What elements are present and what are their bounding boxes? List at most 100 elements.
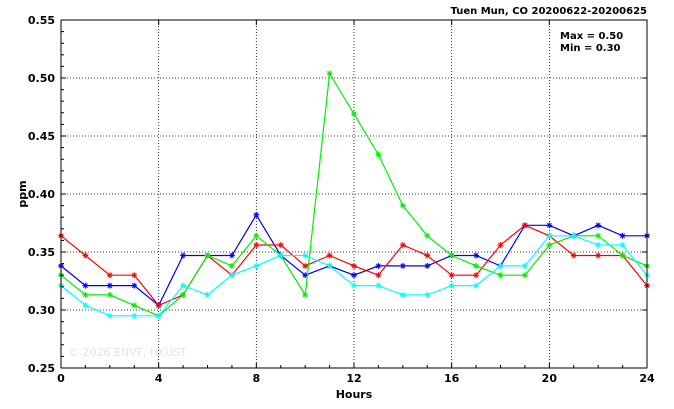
data-point: [546, 222, 553, 229]
data-point: [424, 262, 431, 269]
data-point: [570, 232, 577, 239]
data-point: [277, 252, 284, 259]
marker-stroke: [400, 203, 406, 209]
data-point: [302, 262, 309, 269]
data-point: [351, 262, 357, 269]
data-point: [424, 291, 431, 298]
data-point: [424, 252, 431, 259]
x-axis-ticks: 0 4 8 12 16 20 24: [57, 20, 655, 385]
marker-stroke: [595, 222, 601, 228]
data-point: [106, 312, 113, 319]
marker-stroke: [522, 272, 528, 278]
data-point: [497, 272, 504, 279]
marker-stroke: [302, 272, 308, 278]
marker-stroke: [278, 253, 284, 258]
data-point: [228, 262, 235, 269]
data-point: [399, 291, 406, 298]
marker-stroke: [375, 272, 381, 278]
marker-stroke: [400, 242, 406, 248]
marker-stroke: [253, 233, 259, 239]
data-point: [595, 232, 602, 239]
marker-stroke: [546, 233, 552, 239]
marker-stroke: [522, 222, 528, 228]
data-point: [619, 232, 626, 239]
data-point: [595, 242, 602, 249]
marker-stroke: [107, 283, 113, 289]
marker-stroke: [522, 263, 528, 269]
data-point: [228, 252, 235, 259]
data-point: [619, 252, 626, 259]
marker-stroke: [107, 292, 113, 298]
marker-stroke: [546, 222, 552, 228]
marker-stroke: [156, 302, 162, 308]
data-point: [180, 282, 187, 289]
marker-stroke: [302, 253, 308, 258]
data-point: [399, 262, 406, 269]
marker-stroke: [180, 253, 186, 258]
data-point: [351, 282, 357, 289]
data-point: [131, 272, 138, 279]
marker-stroke: [229, 263, 235, 269]
data-point: [277, 242, 284, 249]
marker-stroke: [253, 263, 259, 269]
marker-stroke: [449, 272, 455, 278]
marker-stroke: [278, 242, 284, 248]
marker-stroke: [327, 70, 333, 76]
marker-stroke: [498, 242, 503, 248]
marker-stroke: [351, 283, 357, 289]
data-point: [497, 242, 504, 249]
marker-stroke: [571, 233, 577, 239]
marker-stroke: [424, 292, 430, 298]
marker-stroke: [131, 302, 137, 308]
marker-stroke: [620, 253, 626, 258]
data-point: [375, 151, 382, 158]
marker-stroke: [131, 313, 137, 319]
y-tick-label: 0.50: [28, 72, 55, 85]
marker-stroke: [375, 283, 381, 289]
marker-stroke: [107, 313, 113, 319]
data-point: [375, 272, 382, 279]
data-point: [82, 252, 89, 259]
data-point: [106, 272, 113, 279]
data-point: [302, 252, 309, 259]
marker-stroke: [595, 233, 601, 239]
marker-stroke: [473, 253, 479, 258]
data-point: [351, 272, 357, 279]
data-point: [204, 252, 211, 259]
marker-stroke: [180, 283, 186, 289]
marker-stroke: [205, 253, 210, 258]
marker-stroke: [82, 302, 88, 308]
data-point: [375, 282, 382, 289]
marker-stroke: [131, 283, 137, 289]
data-point: [448, 282, 455, 289]
marker-stroke: [375, 152, 381, 158]
data-point: [399, 242, 406, 249]
series-layer: [58, 70, 650, 319]
marker-stroke: [473, 263, 479, 269]
data-point: [180, 252, 187, 259]
marker-stroke: [302, 263, 308, 269]
marker-stroke: [351, 263, 357, 269]
data-point: [473, 252, 480, 259]
data-point: [253, 242, 260, 249]
y-tick-label: 0.55: [28, 14, 55, 27]
y-tick-label: 0.25: [28, 362, 55, 375]
x-tick-label: 24: [639, 372, 655, 385]
y-tick-label: 0.30: [28, 304, 55, 317]
marker-stroke: [302, 292, 308, 298]
marker-stroke: [400, 263, 406, 269]
data-point: [326, 252, 333, 259]
min-annotation: Min = 0.30: [560, 43, 621, 54]
marker-stroke: [253, 242, 259, 248]
y-tick-label: 0.45: [28, 130, 55, 143]
grid-lines: [61, 20, 647, 368]
data-point: [521, 272, 528, 279]
data-point: [448, 272, 455, 279]
data-point: [326, 70, 333, 77]
x-tick-label: 8: [253, 372, 261, 385]
data-point: [595, 222, 602, 229]
marker-stroke: [82, 292, 88, 298]
marker-stroke: [229, 253, 235, 258]
x-tick-label: 12: [346, 372, 361, 385]
marker-stroke: [498, 263, 503, 269]
